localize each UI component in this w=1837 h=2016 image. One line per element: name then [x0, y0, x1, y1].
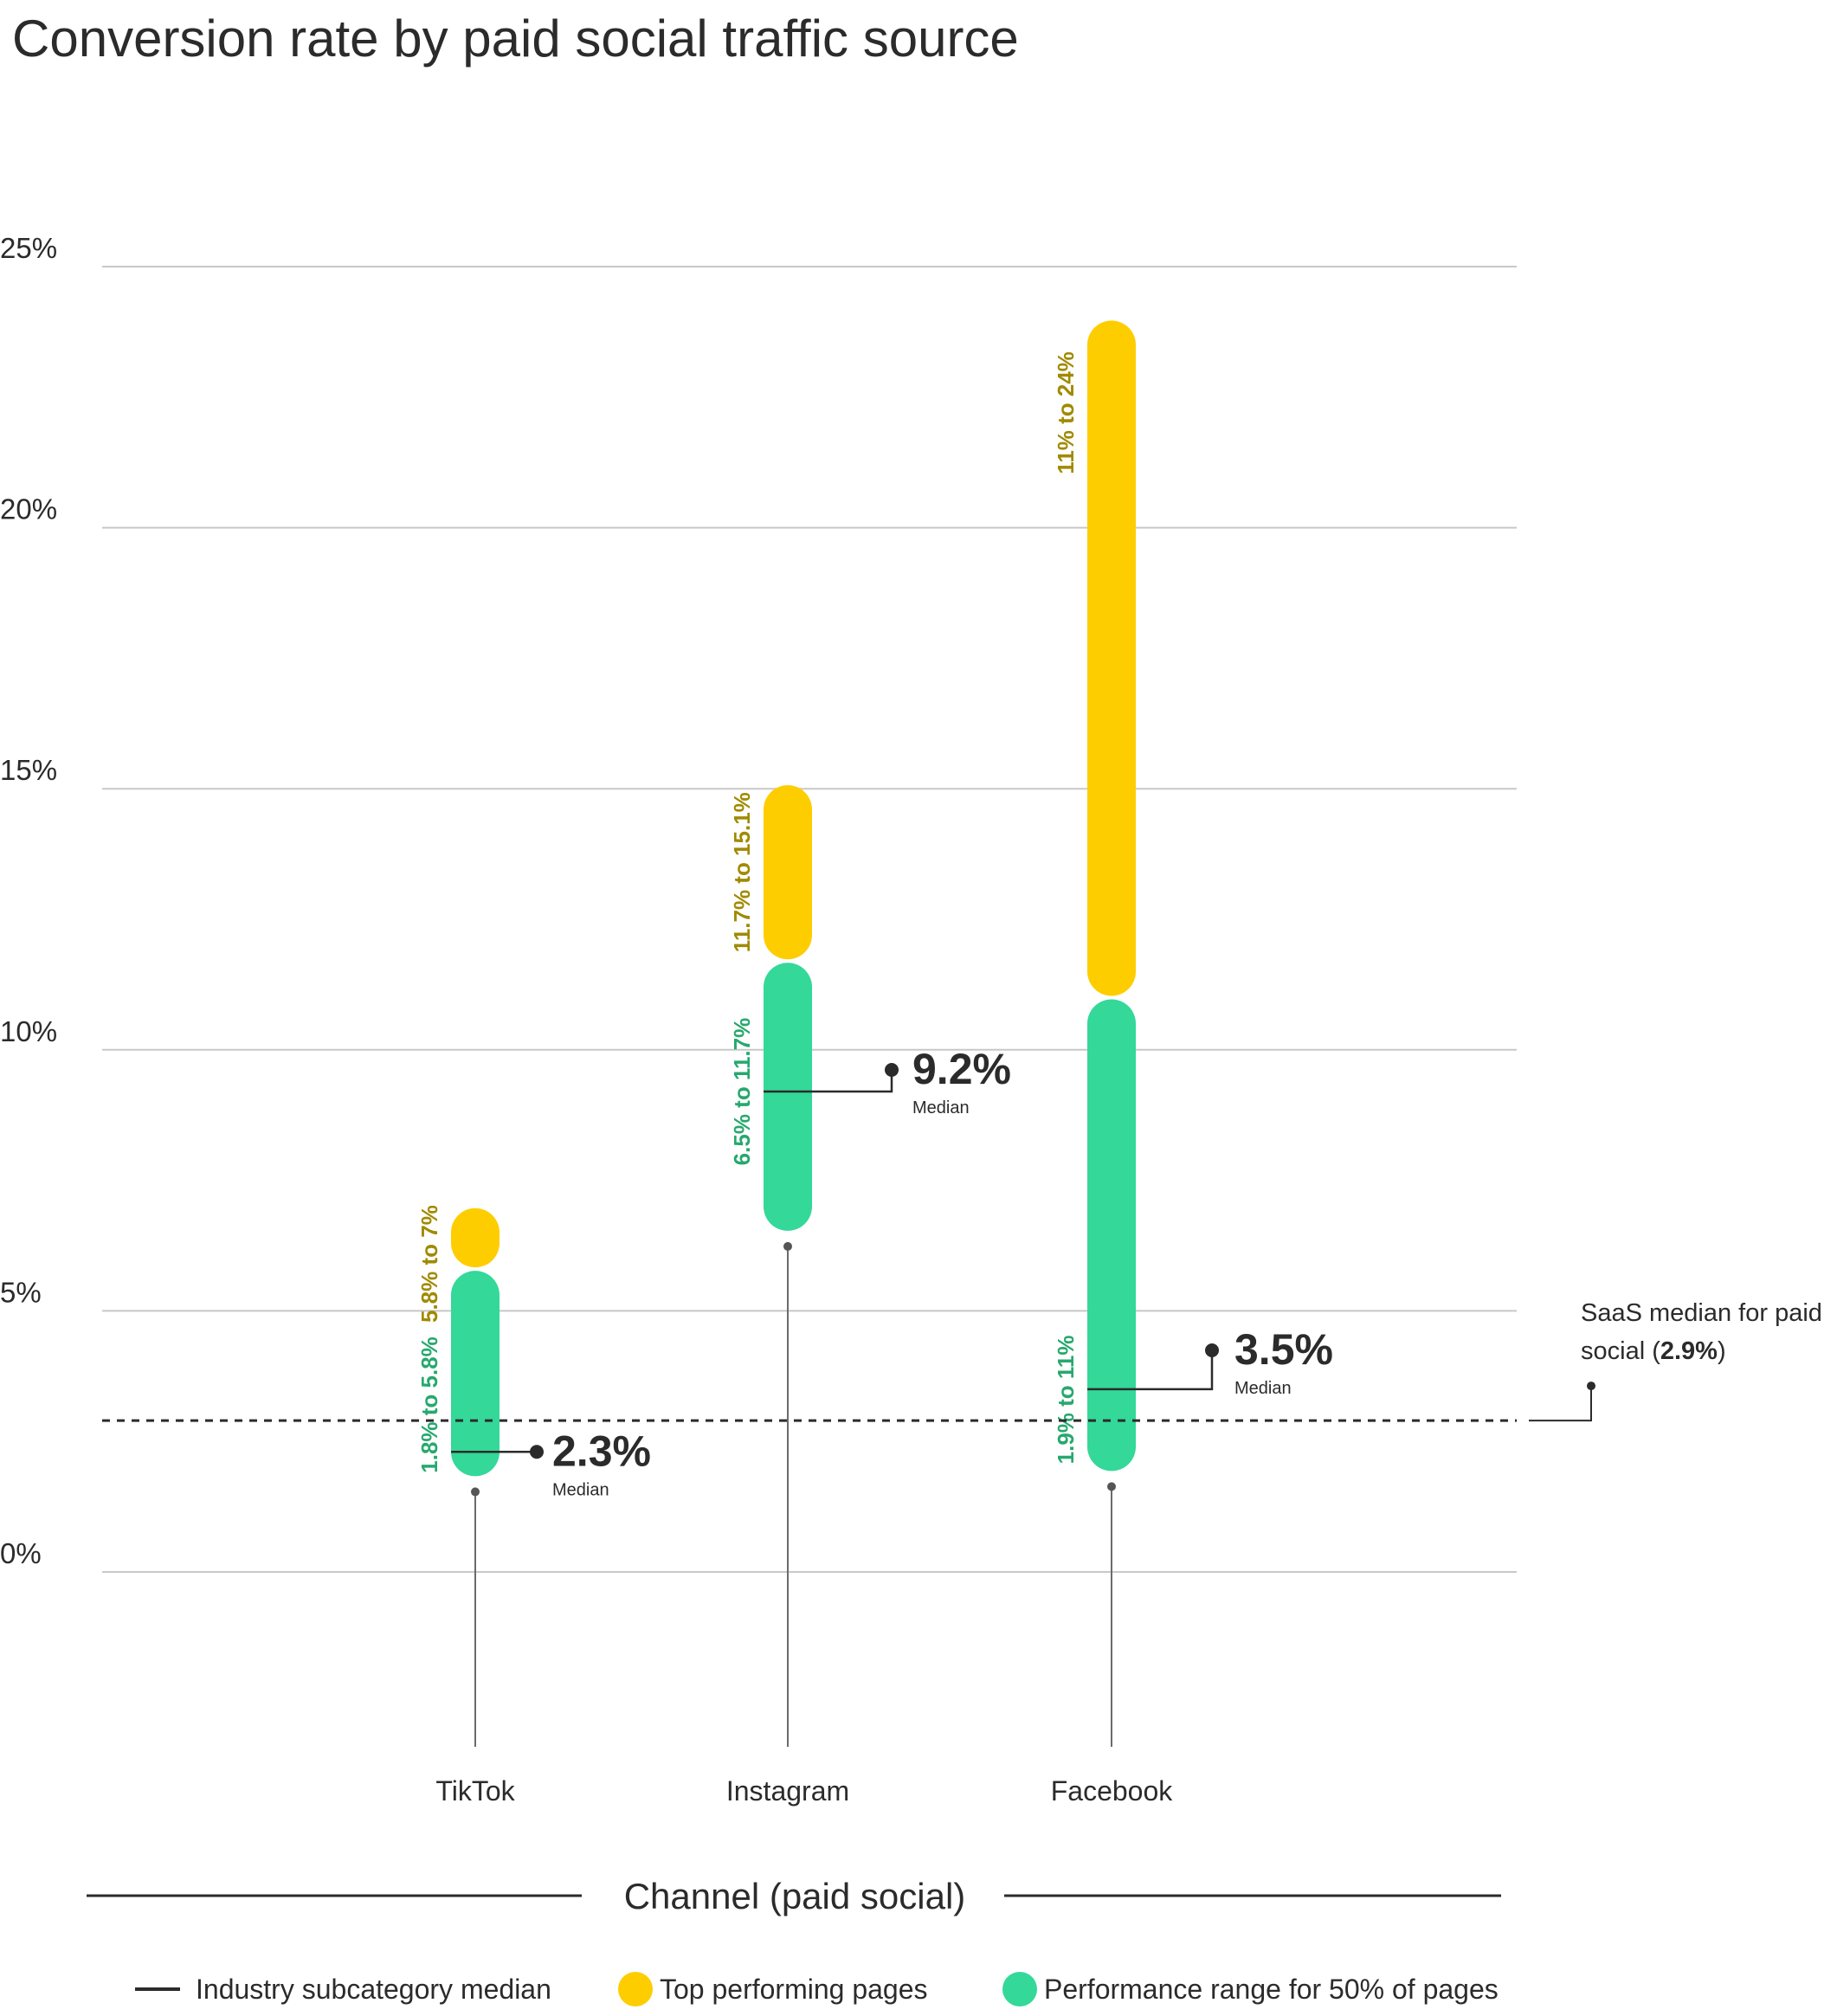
saas-median-label-line2: social (2.9%)	[1581, 1337, 1726, 1365]
saas-median-leader	[1529, 1388, 1592, 1422]
range50-range-label: 6.5% to 11.7%	[729, 1018, 755, 1166]
stem-layer	[471, 1241, 1116, 1747]
stem-dot-tiktok	[471, 1487, 480, 1497]
bar-layer: 1.8% to 5.8% 5.8% to 7% 6.5% to 11.7% 11.7%…	[416, 320, 1136, 1477]
saas-median-label-value: 2.9%	[1660, 1337, 1718, 1365]
top-range-label: 11% to 24%	[1053, 351, 1079, 474]
median-caption: Median	[912, 1098, 970, 1117]
x-tick-label: Facebook	[1051, 1775, 1174, 1807]
top-bar-instagram	[764, 785, 812, 960]
y-tick-label: 20%	[0, 493, 57, 525]
saas-median-leader-dot	[1587, 1382, 1595, 1391]
x-tick-label: TikTok	[435, 1775, 515, 1807]
median-layer: 2.3% Median 9.2% Median 3.5% Median	[451, 1045, 1333, 1499]
range50-range-label: 1.9% to 11%	[1053, 1336, 1079, 1465]
median-leader-instagram	[764, 1070, 893, 1093]
legend-label: Performance range for 50% of pages	[1044, 1974, 1499, 2005]
x-axis-title-group: Channel (paid social)	[87, 1876, 1501, 1916]
range50-bar-tiktok	[451, 1271, 500, 1477]
x-axis-categories: TikTok Instagram Facebook	[435, 1775, 1173, 1807]
y-tick-label: 10%	[0, 1015, 57, 1047]
median-leader-facebook	[1087, 1350, 1214, 1391]
median-dot-tiktok	[530, 1445, 544, 1459]
y-axis-ticks: 0% 5% 10% 15% 20% 25%	[0, 232, 57, 1569]
legend: Industry subcategory median Top performin…	[135, 1972, 1499, 2006]
x-tick-label: Instagram	[726, 1775, 849, 1807]
range50-bar-facebook	[1087, 999, 1136, 1472]
top-bar-tiktok	[451, 1208, 500, 1268]
legend-label: Top performing pages	[660, 1974, 928, 2005]
top-bar-facebook	[1087, 320, 1136, 996]
stem-dot-facebook	[1107, 1482, 1116, 1491]
range50-range-label: 1.8% to 5.8%	[416, 1336, 442, 1473]
median-value-label: 2.3%	[552, 1427, 651, 1475]
saas-median-label-line1: SaaS median for paid	[1581, 1299, 1822, 1327]
x-axis-title: Channel (paid social)	[624, 1876, 966, 1916]
legend-marker-dot	[618, 1972, 653, 2006]
range50-bar-instagram	[764, 963, 812, 1231]
y-tick-label: 25%	[0, 232, 57, 264]
stem-dot-instagram	[783, 1241, 792, 1251]
median-value-label: 9.2%	[912, 1045, 1011, 1093]
y-tick-label: 0%	[0, 1537, 42, 1569]
saas-median-label-close: )	[1718, 1337, 1726, 1365]
legend-label: Industry subcategory median	[196, 1974, 551, 2005]
median-dot-instagram	[885, 1063, 899, 1077]
y-tick-label: 5%	[0, 1276, 42, 1308]
top-range-label: 5.8% to 7%	[416, 1205, 442, 1323]
saas-median-label-text: social (	[1581, 1337, 1660, 1365]
median-caption: Median	[552, 1480, 609, 1499]
y-tick-label: 15%	[0, 754, 57, 786]
median-value-label: 3.5%	[1234, 1325, 1333, 1374]
median-caption: Median	[1234, 1379, 1292, 1398]
top-range-label: 11.7% to 15.1%	[729, 792, 755, 952]
legend-marker-dot	[1002, 1972, 1037, 2006]
median-dot-facebook	[1205, 1343, 1219, 1357]
chart-title: Conversion rate by paid social traffic s…	[12, 10, 1019, 68]
reference-line-layer: SaaS median for paid social (2.9%)	[102, 1299, 1822, 1422]
